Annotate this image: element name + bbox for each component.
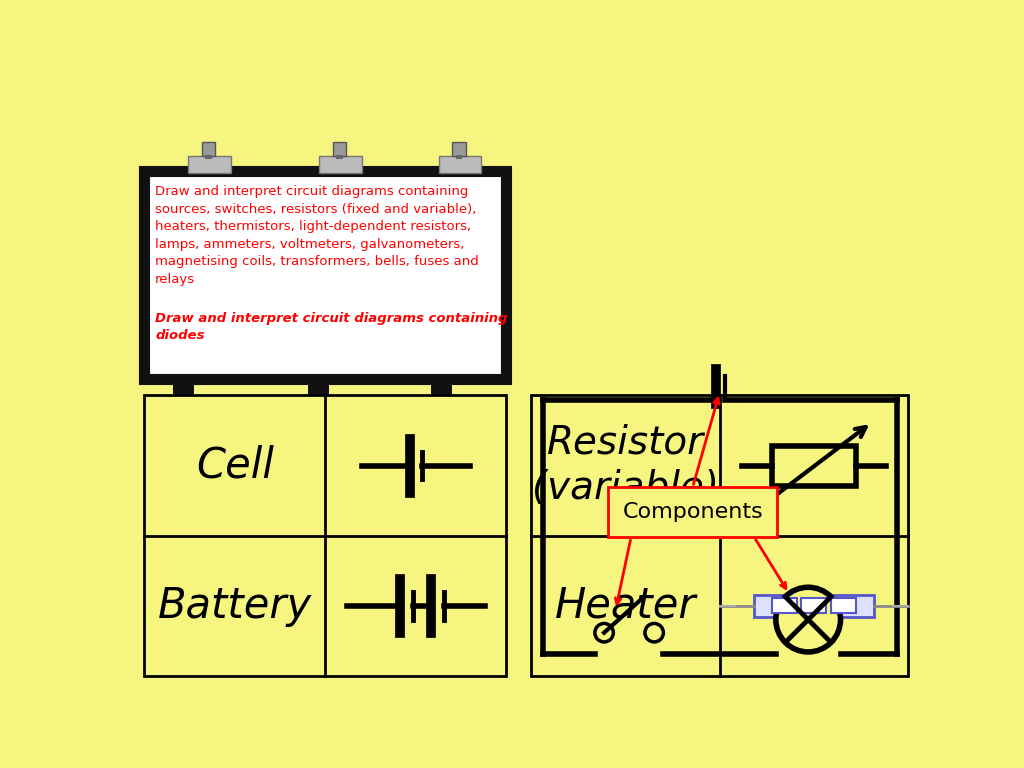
Text: Components: Components	[623, 502, 763, 522]
Bar	[425, 449, 459, 456]
Bar	[755, 595, 873, 617]
Bar	[188, 156, 230, 173]
Bar	[431, 377, 453, 452]
Bar	[771, 598, 797, 614]
Bar	[173, 377, 195, 452]
Bar	[333, 142, 346, 156]
Text: Resistor
(variable): Resistor (variable)	[531, 424, 719, 508]
Bar	[144, 171, 506, 379]
Text: Battery: Battery	[158, 584, 312, 627]
Bar	[144, 395, 506, 676]
Bar	[319, 156, 361, 173]
Bar	[205, 154, 212, 159]
Circle shape	[645, 624, 664, 642]
Bar	[438, 156, 481, 173]
Bar	[167, 449, 201, 456]
Text: Draw and interpret circuit diagrams containing
diodes: Draw and interpret circuit diagrams cont…	[156, 312, 508, 343]
Circle shape	[595, 624, 613, 642]
Bar	[543, 400, 897, 654]
Bar	[802, 598, 826, 614]
Bar	[336, 154, 343, 159]
Circle shape	[776, 588, 841, 652]
Text: Draw and interpret circuit diagrams containing
sources, switches, resistors (fix: Draw and interpret circuit diagrams cont…	[156, 185, 479, 286]
Bar	[301, 449, 336, 456]
Bar	[307, 377, 330, 452]
Bar	[202, 142, 215, 156]
Bar	[772, 445, 856, 485]
Text: Heater: Heater	[555, 584, 696, 627]
Bar	[531, 395, 908, 676]
Bar	[831, 598, 856, 614]
Bar	[608, 487, 777, 538]
Text: Cell: Cell	[196, 445, 273, 487]
Bar	[456, 154, 463, 159]
Bar	[453, 142, 466, 156]
